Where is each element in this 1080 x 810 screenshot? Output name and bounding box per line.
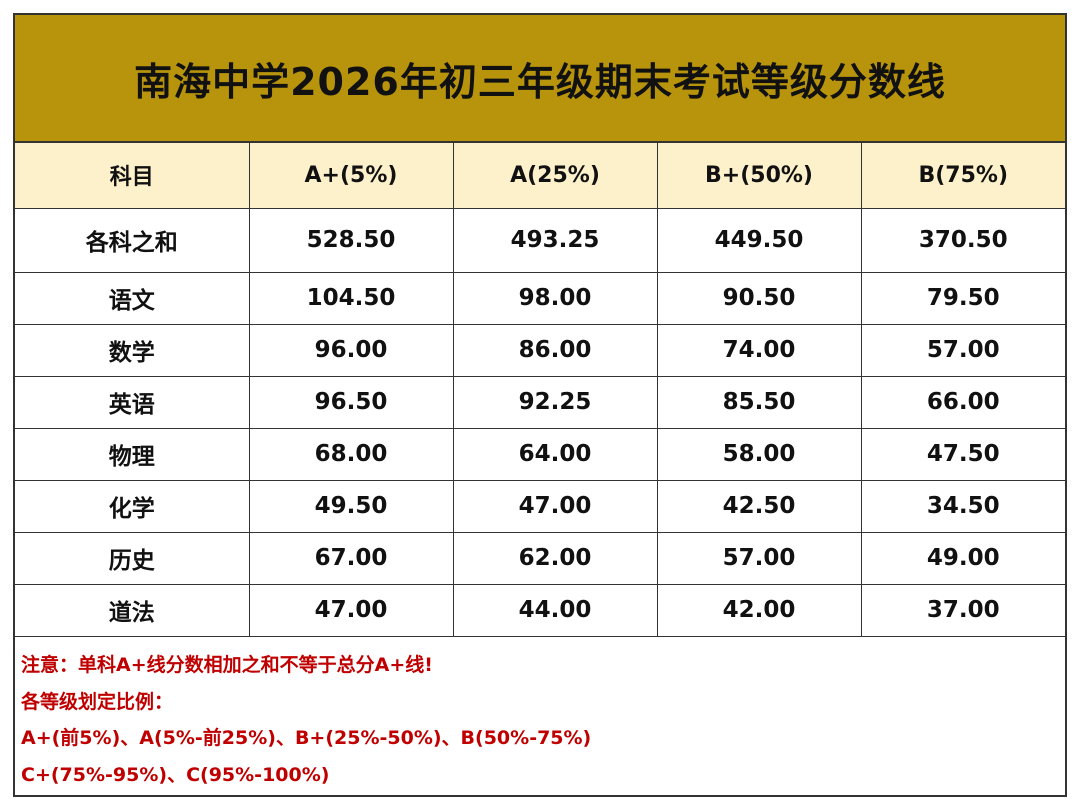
table-row: 道法 47.00 44.00 42.00 37.00	[15, 583, 1065, 637]
table-row: 英语 96.50 92.25 85.50 66.00	[15, 375, 1065, 429]
score-cell: 79.50	[860, 271, 1065, 325]
score-cell: 58.00	[656, 427, 862, 481]
subject-cell: 语文	[15, 271, 250, 325]
subject-cell: 英语	[15, 375, 250, 429]
score-cell: 47.50	[860, 427, 1065, 481]
score-cell: 85.50	[656, 375, 862, 429]
score-cell: 66.00	[860, 375, 1065, 429]
score-cell: 47.00	[452, 479, 658, 533]
score-cell: 92.25	[452, 375, 658, 429]
score-cell: 47.00	[248, 583, 454, 637]
score-cell: 49.50	[248, 479, 454, 533]
column-header-a: A(25%)	[452, 143, 658, 209]
score-cell: 96.00	[248, 323, 454, 377]
score-cell: 64.00	[452, 427, 658, 481]
score-cell: 49.00	[860, 531, 1065, 585]
table-row: 物理 68.00 64.00 58.00 47.50	[15, 427, 1065, 481]
score-cell: 57.00	[860, 323, 1065, 377]
score-cell: 90.50	[656, 271, 862, 325]
table-row: 数学 96.00 86.00 74.00 57.00	[15, 323, 1065, 377]
score-cell: 370.50	[860, 208, 1065, 273]
score-cell: 42.50	[656, 479, 862, 533]
score-cell: 493.25	[452, 208, 658, 273]
score-cell: 62.00	[452, 531, 658, 585]
score-cell: 86.00	[452, 323, 658, 377]
subject-cell: 物理	[15, 427, 250, 481]
score-cell: 528.50	[248, 208, 454, 273]
table-row: 化学 49.50 47.00 42.50 34.50	[15, 479, 1065, 533]
note-ratio-heading: 各等级划定比例：	[21, 690, 174, 713]
note-warning: 注意：单科A+线分数相加之和不等于总分A+线!	[21, 654, 433, 676]
score-cell: 96.50	[248, 375, 454, 429]
score-cell: 74.00	[656, 323, 862, 377]
subject-cell: 化学	[15, 479, 250, 533]
score-cell: 68.00	[248, 427, 454, 481]
score-cell: 104.50	[248, 271, 454, 325]
score-sheet: 南海中学2026年初三年级期末考试等级分数线 科目 A+(5%) A(25%) …	[13, 13, 1067, 797]
notes-section: 注意：单科A+线分数相加之和不等于总分A+线! 各等级划定比例： A+(前5%)…	[21, 647, 1057, 793]
column-header-a-plus: A+(5%)	[248, 143, 454, 209]
subject-cell: 道法	[15, 583, 250, 637]
score-cell: 67.00	[248, 531, 454, 585]
subject-cell: 各科之和	[15, 208, 250, 273]
table-row-total: 各科之和 528.50 493.25 449.50 370.50	[15, 208, 1065, 273]
score-cell: 42.00	[656, 583, 862, 637]
score-cell: 449.50	[656, 208, 862, 273]
note-ratio-line: C+(75%-95%)、C(95%-100%)	[21, 763, 330, 786]
score-cell: 57.00	[656, 531, 862, 585]
note-ratio-line: A+(前5%)、A(5%-前25%)、B+(25%-50%)、B(50%-75%…	[21, 727, 592, 749]
table-row: 历史 67.00 62.00 57.00 49.00	[15, 531, 1065, 585]
subject-cell: 数学	[15, 323, 250, 377]
column-header-b-plus: B+(50%)	[656, 143, 862, 209]
column-header-subject: 科目	[15, 143, 250, 209]
score-cell: 98.00	[452, 271, 658, 325]
table-row: 语文 104.50 98.00 90.50 79.50	[15, 271, 1065, 325]
title-banner: 南海中学2026年初三年级期末考试等级分数线	[15, 15, 1065, 143]
score-cell: 37.00	[860, 583, 1065, 637]
column-header-b: B(75%)	[860, 143, 1065, 209]
page-title: 南海中学2026年初三年级期末考试等级分数线	[134, 59, 946, 104]
score-cell: 44.00	[452, 583, 658, 637]
score-cell: 34.50	[860, 479, 1065, 533]
grade-cutoff-table: 科目 A+(5%) A(25%) B+(50%) B(75%) 各科之和 528…	[15, 143, 1065, 637]
subject-cell: 历史	[15, 531, 250, 585]
table-header-row: 科目 A+(5%) A(25%) B+(50%) B(75%)	[15, 143, 1065, 209]
